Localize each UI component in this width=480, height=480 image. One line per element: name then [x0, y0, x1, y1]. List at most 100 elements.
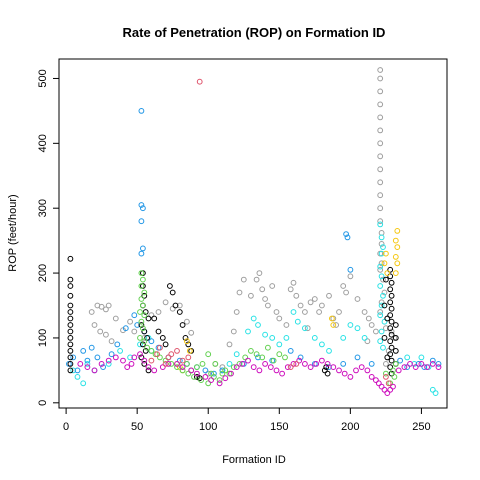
data-point	[255, 354, 261, 361]
data-point	[91, 367, 98, 374]
data-point	[388, 328, 395, 335]
data-point	[387, 266, 394, 273]
data-point	[67, 348, 74, 354]
data-point	[392, 254, 399, 260]
data-point	[324, 361, 331, 367]
data-point	[138, 202, 145, 208]
data-point	[184, 361, 190, 367]
data-point	[84, 357, 91, 364]
data-point	[290, 361, 297, 367]
data-point	[373, 377, 379, 384]
x-tick-label: 0	[63, 421, 69, 433]
data-point	[392, 237, 399, 244]
data-point	[293, 361, 300, 367]
data-point	[191, 374, 197, 380]
data-point	[394, 244, 401, 251]
data-point	[236, 289, 243, 296]
data-point	[138, 218, 145, 225]
data-point	[70, 354, 77, 361]
data-point	[168, 361, 175, 367]
data-point	[259, 354, 266, 361]
data-point	[185, 341, 192, 348]
data-point	[138, 108, 145, 114]
data-point	[354, 354, 361, 361]
data-point	[297, 302, 304, 309]
data-point	[162, 299, 169, 306]
data-point	[267, 364, 274, 371]
data-point	[131, 312, 138, 319]
data-point	[340, 335, 347, 341]
data-point	[128, 361, 135, 367]
data-point	[383, 361, 389, 367]
data-point	[287, 348, 294, 354]
data-point	[401, 364, 408, 371]
data-point	[377, 67, 384, 73]
data-point	[211, 370, 217, 377]
data-point	[154, 351, 161, 358]
data-point	[283, 335, 290, 341]
data-point	[333, 322, 340, 328]
data-point	[364, 367, 371, 374]
data-point	[155, 309, 162, 315]
data-point	[384, 270, 391, 277]
data-point	[98, 361, 105, 367]
data-point	[347, 322, 354, 328]
data-point	[354, 296, 361, 302]
data-point	[319, 357, 325, 364]
y-tick-label: 200	[37, 264, 49, 282]
data-point	[388, 292, 395, 299]
data-point	[340, 283, 347, 289]
chart-title: Rate of Penetration (ROP) on Formation I…	[123, 25, 386, 40]
data-point	[276, 315, 283, 322]
data-point	[347, 266, 354, 273]
data-point	[432, 390, 439, 397]
data-point	[388, 279, 395, 286]
data-point	[270, 357, 277, 364]
data-point	[142, 309, 149, 315]
data-point	[141, 312, 148, 319]
data-point	[324, 370, 331, 377]
data-point	[429, 357, 436, 364]
data-point	[140, 205, 146, 212]
data-point	[383, 250, 389, 257]
data-point	[383, 370, 389, 377]
data-point	[216, 380, 223, 387]
data-point	[112, 354, 119, 361]
data-point	[165, 361, 172, 367]
data-point	[185, 370, 192, 377]
data-point	[67, 361, 74, 367]
data-point	[380, 292, 386, 299]
data-point	[361, 335, 368, 341]
data-point	[429, 386, 436, 393]
data-point	[390, 383, 396, 390]
data-point	[137, 309, 143, 315]
data-point	[377, 153, 384, 160]
data-point	[435, 361, 442, 367]
data-point	[205, 351, 212, 358]
data-point	[194, 370, 200, 377]
data-point	[323, 364, 330, 371]
data-point	[196, 78, 203, 85]
data-point	[358, 364, 365, 371]
y-tick-label: 300	[37, 199, 49, 217]
data-point	[284, 364, 291, 371]
data-point	[216, 377, 223, 384]
data-point	[381, 386, 388, 393]
data-point	[74, 367, 81, 374]
data-point	[138, 296, 145, 302]
data-point	[140, 302, 146, 309]
data-point	[176, 364, 183, 371]
y-axis: 0 100 200 300 400 500	[37, 69, 60, 406]
data-point	[297, 354, 304, 361]
data-point	[194, 374, 200, 380]
data-point	[176, 309, 183, 315]
data-point	[84, 364, 91, 371]
data-point	[377, 114, 384, 121]
data-point	[205, 380, 212, 387]
data-point	[194, 364, 200, 371]
data-point	[377, 263, 384, 270]
data-point	[208, 370, 215, 377]
data-point	[388, 331, 395, 338]
data-point	[321, 367, 328, 374]
x-tick-label: 200	[341, 421, 359, 433]
